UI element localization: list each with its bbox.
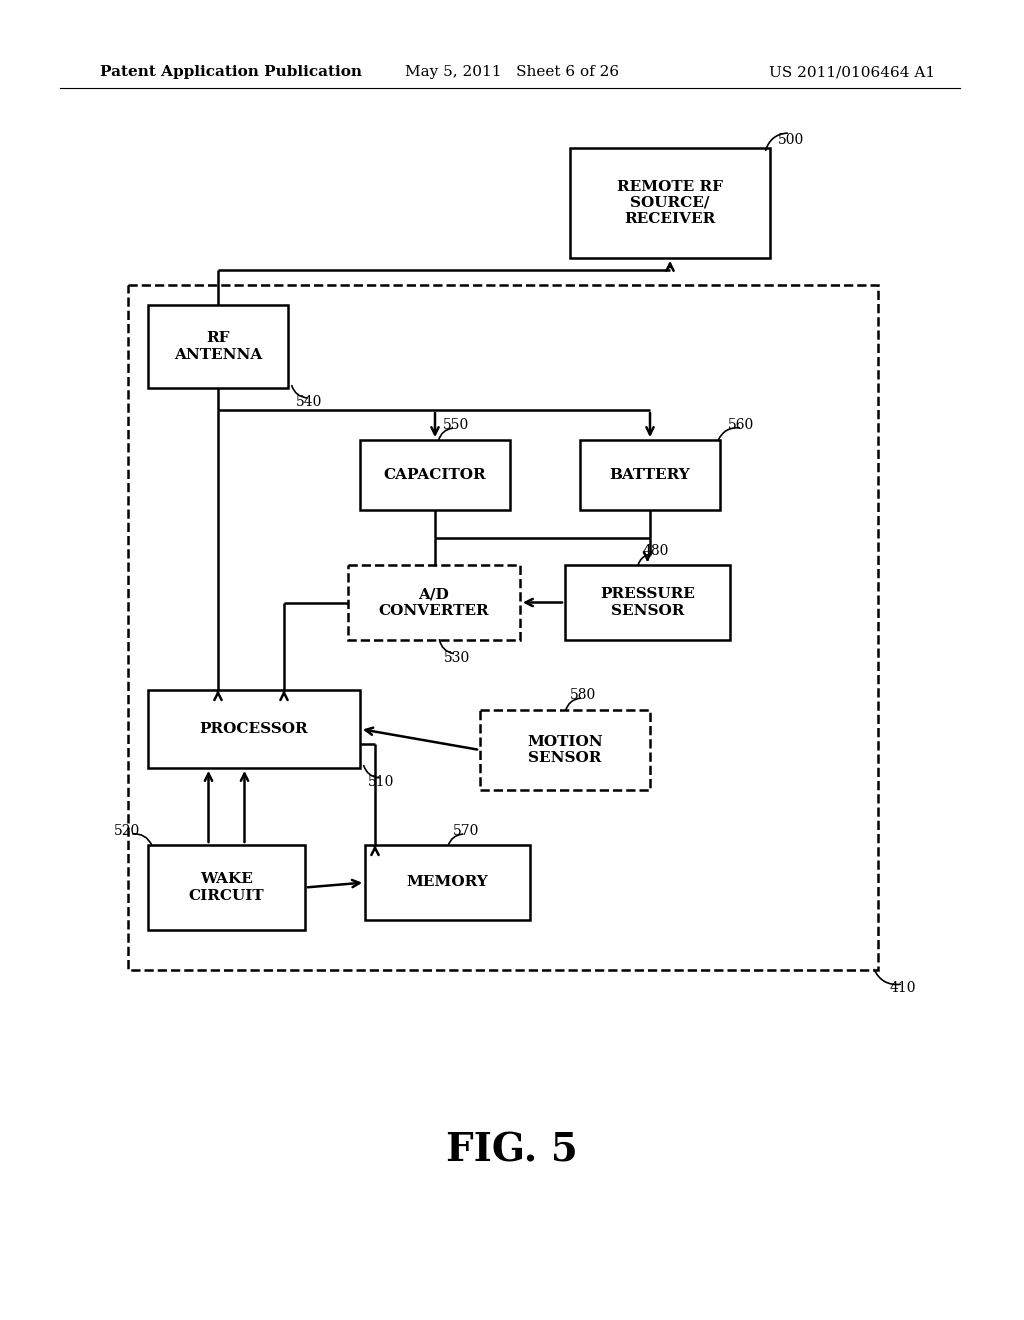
Bar [365,845,530,920]
Text: 520: 520 [114,824,140,838]
Bar [565,565,730,640]
Text: May 5, 2011   Sheet 6 of 26: May 5, 2011 Sheet 6 of 26 [404,65,620,79]
Text: WAKE
CIRCUIT: WAKE CIRCUIT [188,873,264,903]
Bar [128,285,878,970]
Text: FIG. 5: FIG. 5 [446,1131,578,1170]
Text: US 2011/0106464 A1: US 2011/0106464 A1 [769,65,935,79]
Text: 560: 560 [728,418,755,432]
Bar [148,690,360,768]
Text: RF
ANTENNA: RF ANTENNA [174,331,262,362]
Text: 580: 580 [570,688,596,702]
Text: A/D
CONVERTER: A/D CONVERTER [379,587,489,618]
Text: PRESSURE
SENSOR: PRESSURE SENSOR [600,587,695,618]
Text: CAPACITOR: CAPACITOR [384,469,486,482]
Text: 570: 570 [453,824,479,838]
Bar [480,710,650,789]
Text: 540: 540 [296,395,323,409]
Bar [348,565,520,640]
Bar [148,305,288,388]
Bar [360,440,510,510]
Text: REMOTE RF
SOURCE/
RECEIVER: REMOTE RF SOURCE/ RECEIVER [617,180,723,226]
Bar [570,148,770,257]
Text: 500: 500 [778,133,804,147]
Text: PROCESSOR: PROCESSOR [200,722,308,737]
Text: MOTION
SENSOR: MOTION SENSOR [527,735,603,766]
Bar [148,845,305,931]
Bar [580,440,720,510]
Text: 410: 410 [890,981,916,995]
Text: BATTERY: BATTERY [609,469,690,482]
Text: 510: 510 [368,775,394,789]
Text: 480: 480 [642,544,669,558]
Text: 550: 550 [443,418,469,432]
Text: 530: 530 [444,651,470,665]
Text: Patent Application Publication: Patent Application Publication [100,65,362,79]
Text: MEMORY: MEMORY [407,875,488,890]
